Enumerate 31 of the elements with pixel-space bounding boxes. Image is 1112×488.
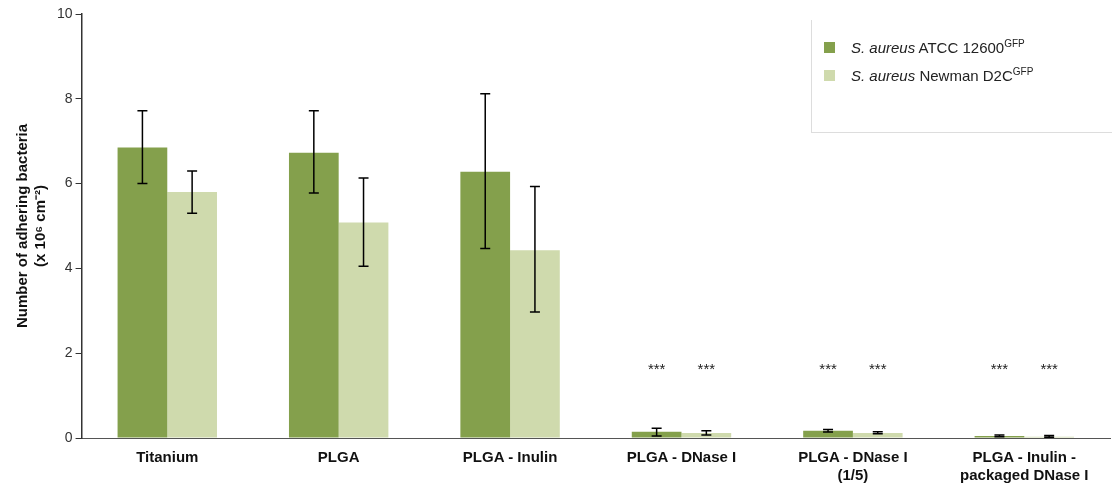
y-tick-label: 10 [56, 4, 73, 21]
bar [338, 222, 389, 438]
x-tick-label: PLGA - Inulin - packaged DNase I [960, 448, 1089, 484]
x-tick-label: PLGA - DNase I (1/5) [798, 448, 908, 484]
x-tick-label: PLGA - DNase I [626, 448, 737, 466]
x-tick-label: Titanium [136, 448, 199, 466]
bar [117, 147, 168, 438]
annotation: *** [819, 360, 837, 378]
bar [852, 432, 903, 438]
y-axis-title: Number of adhering bacteria (x 10⁶ cm⁻²) [13, 123, 49, 329]
annotation: *** [990, 360, 1009, 378]
bar [460, 171, 511, 438]
legend-label: S. aureus ATCC 12600$^{GFP}$ [851, 38, 1025, 56]
y-tick-label: 2 [64, 344, 73, 361]
y-tick-label: 8 [64, 89, 73, 106]
annotation: *** [1040, 360, 1059, 378]
bar [681, 432, 732, 438]
legend-label: S. aureus Newman D2C$^{GFP}$ [851, 66, 1034, 84]
annotation: *** [868, 360, 887, 378]
annotation: *** [697, 360, 716, 378]
bar [803, 430, 853, 438]
y-tick-label: 0 [64, 428, 73, 445]
x-tick-label: PLGA [317, 448, 360, 466]
bar [631, 431, 682, 438]
annotation: *** [647, 360, 666, 378]
y-tick-label: 6 [64, 174, 73, 191]
bar [167, 192, 217, 438]
x-tick-label: PLGA - Inulin [462, 448, 558, 466]
bar [510, 250, 560, 438]
bar [288, 152, 339, 438]
y-tick-label: 4 [64, 259, 73, 276]
